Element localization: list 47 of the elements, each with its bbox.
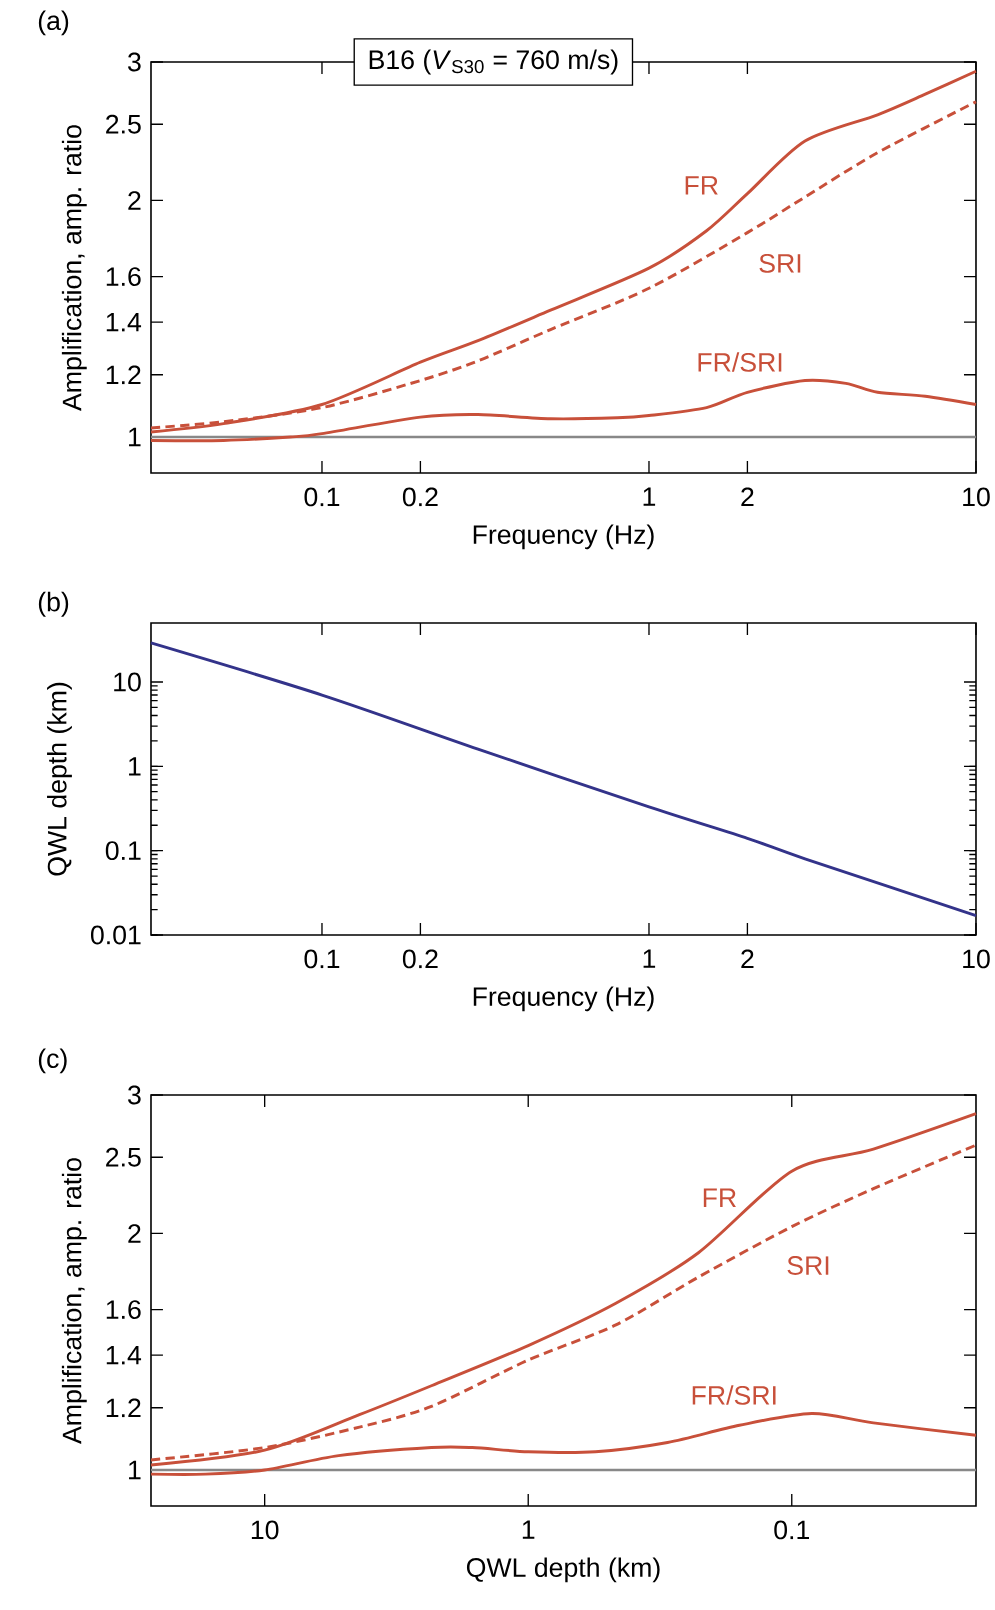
x-axis-title: QWL depth (km) bbox=[466, 1557, 660, 1583]
x-tick-label: 1 bbox=[643, 949, 656, 968]
x-axis-title: Frequency (Hz) bbox=[473, 524, 654, 550]
y-tick-label: 2.5 bbox=[106, 1147, 141, 1167]
y-tick-label: 10 bbox=[114, 672, 141, 692]
series-label: FR bbox=[703, 1188, 736, 1207]
series-label: SRI bbox=[759, 253, 801, 273]
y-tick-label: 2.5 bbox=[106, 114, 141, 134]
x-tick-label: 10 bbox=[251, 1520, 279, 1540]
y-tick-label: 0.1 bbox=[105, 841, 141, 861]
x-tick-label: 2 bbox=[741, 949, 754, 969]
y-tick-label: 2 bbox=[128, 191, 141, 210]
y-tick-label: 1 bbox=[129, 427, 141, 447]
y-tick-label: 1.2 bbox=[106, 365, 141, 385]
y-tick-label: 0.01 bbox=[90, 925, 141, 945]
x-tick-label: 0.2 bbox=[402, 949, 438, 969]
text: (c) bbox=[38, 1048, 67, 1074]
x-tick-label: 10 bbox=[963, 487, 990, 507]
y-tick-label: 1.2 bbox=[106, 1398, 141, 1418]
y-tick-label: 1 bbox=[129, 1460, 141, 1480]
series-label: FR bbox=[685, 176, 718, 195]
text: (a) bbox=[38, 10, 69, 36]
x-tick-label: 10 bbox=[963, 949, 990, 969]
x-tick-label: 0.1 bbox=[304, 949, 340, 969]
y-tick-label: 2 bbox=[128, 1224, 141, 1243]
y-tick-label: 1.6 bbox=[106, 1300, 141, 1320]
x-tick-label: 1 bbox=[522, 1520, 535, 1539]
y-axis-title: QWL depth (km) bbox=[47, 682, 72, 876]
series-label: FR/SRI bbox=[698, 352, 782, 372]
x-tick-label: 0.2 bbox=[402, 487, 438, 507]
x-tick-label: 0.1 bbox=[774, 1520, 809, 1540]
x-tick-label: 0.1 bbox=[304, 487, 340, 507]
y-axis-title: Amplification, amp. ratio bbox=[61, 125, 87, 411]
series-label: SRI bbox=[787, 1256, 829, 1275]
chart-title: B16 (V$_{S30}$ = 760 m/s) bbox=[369, 49, 618, 75]
y-tick-label: 1 bbox=[129, 757, 141, 776]
series-label: FR/SRI bbox=[692, 1385, 776, 1405]
x-axis-title: Frequency (Hz) bbox=[473, 986, 654, 1012]
x-tick-label: 2 bbox=[741, 487, 754, 507]
y-tick-label: 1.6 bbox=[106, 267, 141, 287]
y-tick-label: 1.4 bbox=[106, 1346, 142, 1365]
text: (b) bbox=[38, 591, 69, 617]
x-tick-label: 1 bbox=[643, 487, 656, 506]
y-tick-label: 3 bbox=[128, 1085, 141, 1105]
y-tick-label: 3 bbox=[128, 52, 141, 72]
y-tick-label: 1.4 bbox=[106, 313, 142, 332]
y-axis-title: Amplification, amp. ratio bbox=[61, 1158, 87, 1444]
